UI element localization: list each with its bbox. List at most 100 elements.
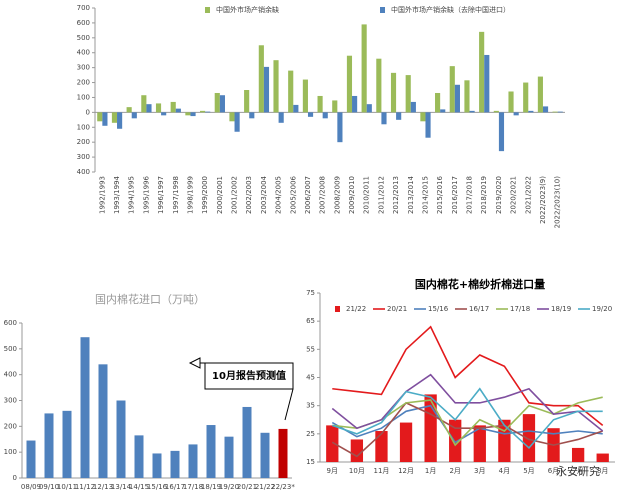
bar: [523, 82, 529, 113]
bar: [155, 103, 162, 113]
x-tick-label: 13/14: [111, 483, 132, 491]
y-tick-label: 400: [4, 371, 17, 379]
bar: [117, 112, 123, 129]
bar: [141, 95, 147, 113]
bar: [185, 112, 191, 116]
x-tick-label: 7月: [572, 467, 583, 475]
y-tick-label: 25: [306, 430, 315, 438]
x-tick-label: 2010/2011: [363, 176, 371, 214]
x-tick-label: 5月: [523, 467, 534, 475]
legend-label: 17/18: [510, 305, 530, 313]
x-tick-label: 6月: [548, 467, 559, 475]
legend-label: 中国外市场产销余缺（去除中国进口）: [391, 5, 510, 14]
y-tick-label: 100: [77, 123, 90, 131]
bar: [528, 110, 534, 113]
x-tick-label: 09/10: [39, 483, 59, 491]
bar: [200, 110, 206, 113]
x-tick-label: 8月: [597, 467, 608, 475]
bar: [424, 394, 437, 462]
bar: [596, 453, 609, 462]
bar: [366, 104, 372, 113]
x-tick-label: 2015/2016: [436, 175, 444, 214]
bar: [440, 109, 446, 113]
x-tick-label: 2000/2001: [216, 176, 224, 214]
bar: [332, 100, 338, 113]
bar: [97, 112, 103, 122]
x-tick-label: 08/09: [21, 483, 41, 491]
x-tick-label: 2007/2008: [319, 176, 327, 214]
bar: [170, 450, 180, 478]
bar: [224, 436, 234, 478]
bar: [469, 110, 475, 113]
bar: [278, 112, 284, 123]
bar: [449, 66, 455, 113]
x-tick-label: 1997/1998: [172, 176, 180, 214]
x-tick-label: 2002/2003: [245, 176, 253, 214]
bar: [410, 101, 416, 113]
bar: [571, 447, 585, 462]
bar: [396, 112, 402, 120]
x-tick-label: 1996/1997: [157, 176, 165, 214]
y-tick-label: 0: [86, 108, 90, 116]
bar: [242, 406, 252, 478]
bar: [146, 104, 152, 113]
bar: [62, 410, 72, 478]
legend-label: 21/22: [346, 305, 366, 313]
x-tick-label: 4月: [499, 467, 510, 475]
bar: [307, 112, 314, 117]
bar: [508, 91, 514, 113]
y-tick-label: 15: [306, 458, 315, 466]
x-tick-label: 2009/2010: [348, 176, 356, 214]
bar: [258, 45, 264, 113]
x-tick-label: 18/19: [201, 483, 221, 491]
x-tick-label: 2月: [449, 467, 460, 475]
x-tick-label: 2022/2023(9): [539, 176, 547, 224]
bar: [493, 110, 499, 113]
bar: [322, 112, 328, 119]
y-tick-label: 400: [77, 49, 90, 57]
legend-swatch: [205, 7, 210, 13]
bar: [381, 112, 387, 125]
y-tick-label: 600: [77, 19, 90, 27]
bar: [80, 337, 90, 478]
x-tick-label: 2018/2019: [480, 176, 488, 214]
x-tick-label: 2004/2005: [275, 176, 283, 214]
line: [331, 404, 603, 444]
x-tick-label: 1993/1994: [113, 175, 121, 214]
line: [332, 325, 604, 427]
x-tick-label: 2011/2012: [377, 176, 385, 214]
x-tick-label: 1992/1993: [98, 176, 106, 214]
x-tick-label: 19/20: [219, 483, 239, 491]
y-tick-label: 400: [77, 168, 90, 176]
y-tick-label: 300: [77, 64, 90, 72]
x-tick-label: 1月: [425, 467, 436, 475]
line: [332, 387, 603, 450]
x-tick-label: 1999/2000: [201, 176, 209, 214]
y-tick-label: 0: [13, 474, 17, 482]
bar: [170, 101, 176, 113]
x-tick-label: 11/12: [75, 483, 95, 491]
x-tick-label: 2013/2014: [407, 175, 415, 214]
x-tick-label: 20/21: [237, 483, 257, 491]
bar: [288, 70, 294, 113]
x-tick-label: 2005/2006: [289, 175, 297, 214]
bar: [484, 54, 490, 113]
x-tick-label: 11月: [373, 467, 389, 475]
bar: [126, 107, 132, 113]
bar: [557, 111, 563, 113]
y-tick-label: 500: [4, 345, 17, 353]
bar: [98, 364, 108, 478]
annotation: 10月报告预测值: [212, 369, 286, 382]
watermark: 永安研究: [556, 464, 600, 478]
bar: [498, 112, 505, 152]
bar: [206, 425, 216, 478]
bar: [302, 79, 308, 113]
bar: [350, 439, 364, 462]
y-tick-label: 35: [306, 402, 315, 410]
line: [331, 401, 603, 458]
bar: [273, 60, 279, 113]
bar: [361, 24, 367, 113]
x-tick-label: 1994/1995: [128, 176, 136, 214]
x-tick-label: 14/15: [129, 483, 149, 491]
bar: [464, 80, 470, 113]
